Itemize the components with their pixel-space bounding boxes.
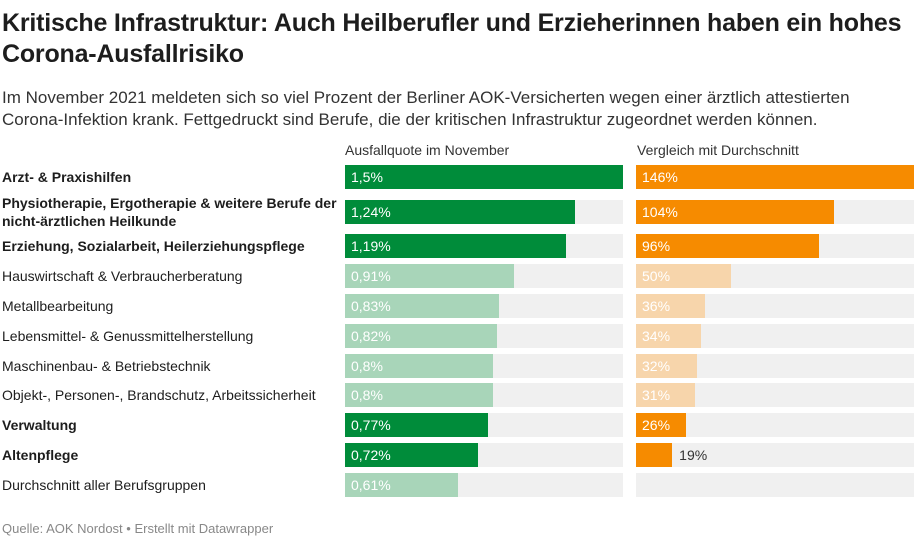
comparison-track: 31% [636, 383, 914, 407]
quote-bar [345, 473, 459, 497]
quote-bar [345, 324, 497, 348]
comparison-value-label: 96% [642, 238, 671, 254]
comparison-value-label: 32% [642, 358, 671, 374]
quote-bar [345, 200, 575, 224]
row-label: Objekt-, Personen-, Brandschutz, Arbeits… [2, 387, 316, 403]
row-label: Erziehung, Sozialarbeit, Heilerziehungsp… [2, 238, 305, 254]
column-header-comparison: Vergleich mit Durchschnitt [637, 142, 799, 158]
row-label: Metallbearbeitung [2, 298, 114, 314]
comparison-bar [636, 443, 673, 467]
row-label: Altenpflege [2, 447, 79, 463]
comparison-track: 36% [636, 294, 914, 318]
quote-track: 0,72% [345, 443, 623, 467]
comparison-track: 34% [636, 324, 914, 348]
comparison-value-label: 31% [642, 387, 671, 403]
quote-value-label: 1,5% [351, 169, 383, 185]
comparison-value-label: 34% [642, 328, 671, 344]
comparison-value-label: 26% [642, 417, 671, 433]
quote-value-label: 1,19% [351, 238, 391, 254]
quote-track: 1,19% [345, 234, 623, 258]
quote-bar [345, 354, 494, 378]
comparison-track: 104% [636, 200, 914, 224]
quote-value-label: 0,8% [351, 358, 383, 374]
row-label: Physiotherapie, Ergotherapie & weitere B… [2, 195, 337, 229]
comparison-track: 32% [636, 354, 914, 378]
quote-value-label: 0,82% [351, 328, 391, 344]
quote-bar [345, 383, 494, 407]
quote-bar [345, 264, 514, 288]
comparison-track: 146% [636, 165, 914, 189]
comparison-bar [636, 234, 819, 258]
quote-track: 0,82% [345, 324, 623, 348]
comparison-track: 50% [636, 264, 914, 288]
column-header-quote: Ausfallquote im November [345, 142, 510, 158]
quote-value-label: 0,61% [351, 477, 391, 493]
quote-value-label: 0,77% [351, 417, 391, 433]
quote-track: 0,8% [345, 383, 623, 407]
comparison-track [636, 473, 914, 497]
quote-track: 1,24% [345, 200, 623, 224]
comparison-value-label: 19% [679, 447, 708, 463]
quote-bar [345, 234, 566, 258]
quote-track: 0,83% [345, 294, 623, 318]
comparison-bar [636, 354, 697, 378]
row-label: Maschinenbau- & Betriebstechnik [2, 358, 211, 374]
quote-value-label: 0,91% [351, 268, 391, 284]
row-label: Durchschnitt aller Berufsgruppen [2, 477, 206, 493]
quote-track: 0,8% [345, 354, 623, 378]
comparison-bar [636, 294, 705, 318]
quote-bar [345, 443, 479, 467]
row-label: Verwaltung [2, 417, 77, 433]
quote-bar [345, 413, 488, 437]
source-note: Quelle: AOK Nordost • Erstellt mit Dataw… [2, 521, 274, 536]
comparison-value-label: 146% [642, 169, 678, 185]
quote-track: 0,77% [345, 413, 623, 437]
comparison-bar [636, 264, 732, 288]
comparison-value-label: 104% [642, 204, 678, 220]
comparison-bar [636, 200, 835, 224]
quote-track: 0,61% [345, 473, 623, 497]
comparison-bar [636, 324, 701, 348]
quote-bar [345, 165, 623, 189]
comparison-bar [636, 165, 914, 189]
quote-value-label: 0,72% [351, 447, 391, 463]
comparison-track: 26% [636, 413, 914, 437]
quote-track: 1,5% [345, 165, 623, 189]
row-label: Hauswirtschaft & Verbraucherberatung [2, 268, 243, 284]
comparison-bar [636, 383, 696, 407]
quote-bar [345, 294, 499, 318]
comparison-bar [636, 413, 686, 437]
comparison-value-label: 50% [642, 268, 671, 284]
quote-value-label: 1,24% [351, 204, 391, 220]
chart-title: Kritische Infrastruktur: Auch Heilberufl… [2, 9, 902, 68]
quote-value-label: 0,8% [351, 387, 383, 403]
comparison-track: 96% [636, 234, 914, 258]
chart-subtitle: Im November 2021 meldeten sich so viel P… [2, 88, 850, 129]
row-label: Arzt- & Praxishilfen [2, 169, 132, 185]
comparison-value-label: 36% [642, 298, 671, 314]
row-label: Lebensmittel- & Genussmittelherstellung [2, 328, 254, 344]
quote-track: 0,91% [345, 264, 623, 288]
comparison-track: 19% [636, 443, 914, 467]
quote-value-label: 0,83% [351, 298, 391, 314]
